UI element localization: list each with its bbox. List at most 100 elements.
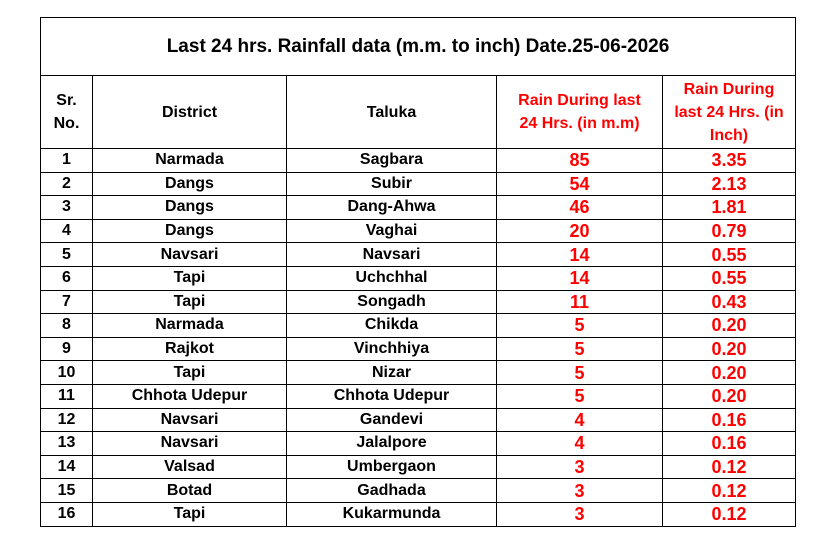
table-cell: 3 xyxy=(496,501,663,527)
table-cell: Songadh xyxy=(286,289,497,315)
data-row: 12 Navsari Gandevi 4 0.16 xyxy=(40,407,797,433)
table-cell: Umbergaon xyxy=(286,454,497,480)
table-cell: 85 xyxy=(496,148,663,173)
table-cell: 46 xyxy=(496,195,663,220)
table-cell: 3 xyxy=(496,478,663,503)
table-cell: 3.35 xyxy=(661,148,797,173)
table-cell: Subir xyxy=(286,171,497,197)
table-cell: 4 xyxy=(40,218,93,244)
table-cell: Vinchhiya xyxy=(286,336,497,362)
table-cell: Gadhada xyxy=(286,478,497,503)
table-cell: Narmada xyxy=(92,148,287,173)
table-cell: 0.20 xyxy=(661,313,797,338)
table-cell: 1 xyxy=(40,148,93,173)
data-row: 4 Dangs Vaghai 20 0.79 xyxy=(40,218,797,244)
table-cell: 5 xyxy=(496,360,663,385)
data-row: 14 Valsad Umbergaon 3 0.12 xyxy=(40,454,797,480)
table-cell: 11 xyxy=(496,289,663,315)
table-cell: 2.13 xyxy=(661,171,797,197)
table-cell: Tapi xyxy=(92,265,287,291)
data-row: 3 Dangs Dang-Ahwa 46 1.81 xyxy=(40,195,797,220)
table-cell: Uchchhal xyxy=(286,265,497,291)
table-cell: 0.79 xyxy=(661,218,797,244)
table-cell: Chhota Udepur xyxy=(286,383,497,409)
data-row: 6 Tapi Uchchhal 14 0.55 xyxy=(40,265,797,291)
header-row: Sr. No. District Taluka Rain During last… xyxy=(40,75,797,149)
table-cell: Sagbara xyxy=(286,148,497,173)
table-cell: 0.55 xyxy=(661,242,797,267)
data-row: 5 Navsari Navsari 14 0.55 xyxy=(40,242,797,267)
table-cell: 9 xyxy=(40,336,93,362)
table-body: Last 24 hrs. Rainfall data (m.m. to inch… xyxy=(39,17,797,527)
table-cell: 5 xyxy=(496,336,663,362)
header-cell: Rain During last 24 Hrs. (in Inch) xyxy=(661,75,797,149)
table-cell: 0.12 xyxy=(661,454,797,480)
table-cell: Tapi xyxy=(92,360,287,385)
data-row: 9 Rajkot Vinchhiya 5 0.20 xyxy=(40,336,797,362)
table-cell: Navsari xyxy=(92,242,287,267)
data-row: 1 Narmada Sagbara 85 3.35 xyxy=(40,148,797,173)
table-cell: Dangs xyxy=(92,218,287,244)
table-cell: 5 xyxy=(40,242,93,267)
table-cell: 4 xyxy=(496,407,663,433)
table-cell: 16 xyxy=(40,501,93,527)
table-cell: Navsari xyxy=(92,407,287,433)
table-cell: 14 xyxy=(496,242,663,267)
table-cell: Kukarmunda xyxy=(286,501,497,527)
table-cell: 7 xyxy=(40,289,93,315)
table-cell: Chikda xyxy=(286,313,497,338)
data-row: 7 Tapi Songadh 11 0.43 xyxy=(40,289,797,315)
table-cell: 0.16 xyxy=(661,431,797,456)
table-cell: 6 xyxy=(40,265,93,291)
header-cell: Taluka xyxy=(286,75,497,149)
table-cell: Valsad xyxy=(92,454,287,480)
table-cell: Rajkot xyxy=(92,336,287,362)
header-cell: Sr. No. xyxy=(40,75,93,149)
table-cell: Botad xyxy=(92,478,287,503)
table-cell: 5 xyxy=(496,383,663,409)
table-cell: Navsari xyxy=(92,431,287,456)
table-cell: 0.20 xyxy=(661,360,797,385)
table-cell: 3 xyxy=(40,195,93,220)
table-cell: 0.12 xyxy=(661,478,797,503)
table-title: Last 24 hrs. Rainfall data (m.m. to inch… xyxy=(39,17,797,76)
table-cell: 12 xyxy=(40,407,93,433)
table-cell: 0.20 xyxy=(661,383,797,409)
table-cell: 5 xyxy=(496,313,663,338)
table-cell: 0.16 xyxy=(661,407,797,433)
data-row: 2 Dangs Subir 54 2.13 xyxy=(40,171,797,197)
table-cell: 14 xyxy=(496,265,663,291)
table-cell: Navsari xyxy=(286,242,497,267)
table-cell: 54 xyxy=(496,171,663,197)
rainfall-table: Last 24 hrs. Rainfall data (m.m. to inch… xyxy=(39,17,797,527)
data-row: 13 Navsari Jalalpore 4 0.16 xyxy=(40,431,797,456)
table-cell: 0.20 xyxy=(661,336,797,362)
table-cell: Vaghai xyxy=(286,218,497,244)
table-cell: 8 xyxy=(40,313,93,338)
data-row: 11 Chhota Udepur Chhota Udepur 5 0.20 xyxy=(40,383,797,409)
table-cell: Jalalpore xyxy=(286,431,497,456)
table-cell: 1.81 xyxy=(661,195,797,220)
data-row: 10 Tapi Nizar 5 0.20 xyxy=(40,360,797,385)
table-cell: 10 xyxy=(40,360,93,385)
header-cell: Rain During last 24 Hrs. (in m.m) xyxy=(496,75,663,149)
table-cell: Tapi xyxy=(92,501,287,527)
table-cell: Tapi xyxy=(92,289,287,315)
table-cell: 0.55 xyxy=(661,265,797,291)
table-cell: 0.12 xyxy=(661,501,797,527)
table-cell: 14 xyxy=(40,454,93,480)
table-cell: 2 xyxy=(40,171,93,197)
table-cell: 4 xyxy=(496,431,663,456)
table-cell: 13 xyxy=(40,431,93,456)
data-row: 16 Tapi Kukarmunda 3 0.12 xyxy=(40,501,797,527)
table-cell: Dangs xyxy=(92,171,287,197)
table-cell: 15 xyxy=(40,478,93,503)
table-cell: 0.43 xyxy=(661,289,797,315)
title-row: Last 24 hrs. Rainfall data (m.m. to inch… xyxy=(39,17,797,76)
table-cell: 20 xyxy=(496,218,663,244)
table-cell: 3 xyxy=(496,454,663,480)
table-cell: Narmada xyxy=(92,313,287,338)
table-cell: Dangs xyxy=(92,195,287,220)
table-cell: Chhota Udepur xyxy=(92,383,287,409)
